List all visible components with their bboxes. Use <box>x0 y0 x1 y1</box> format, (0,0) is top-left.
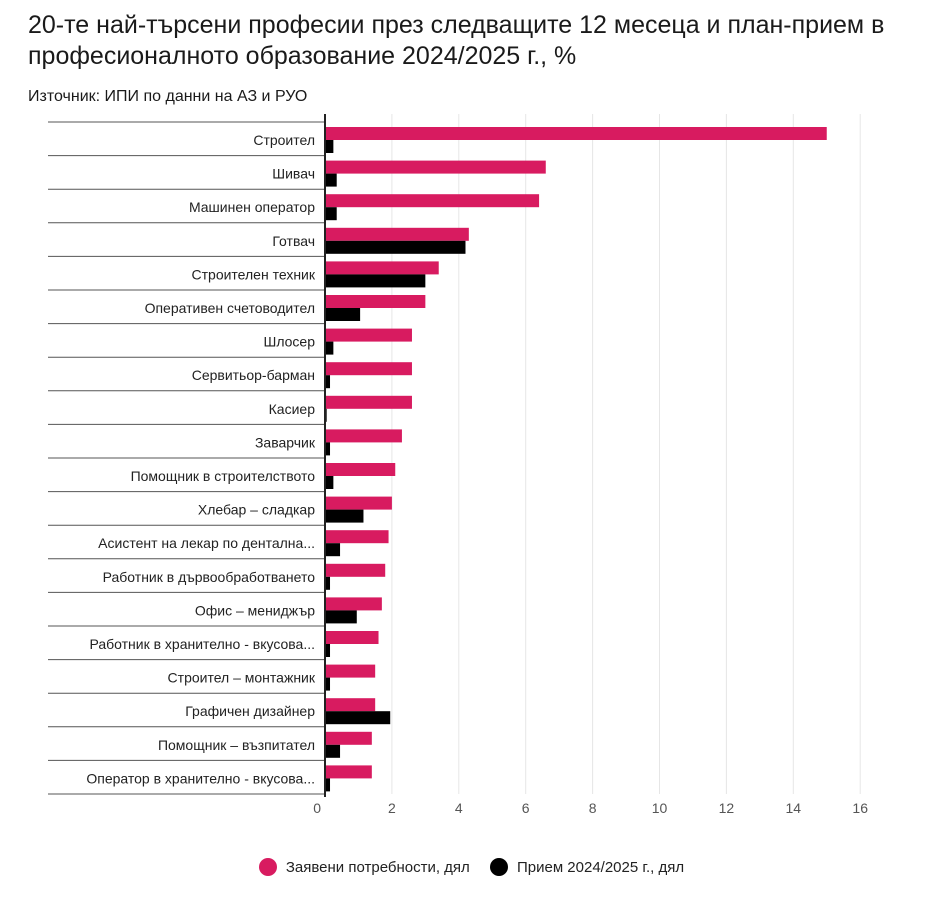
category-label: Хлебар – сладкар <box>198 502 315 518</box>
chart-source: Източник: ИПИ по данни на АЗ и РУО <box>28 88 308 105</box>
x-tick-label: 14 <box>786 800 802 816</box>
x-tick-label: 4 <box>455 800 463 816</box>
bar-demand <box>325 362 412 376</box>
bar-demand <box>325 160 546 174</box>
bar-demand <box>325 127 827 140</box>
bar-admission <box>325 576 331 590</box>
x-tick-label: 10 <box>652 800 668 816</box>
bar-admission <box>325 140 334 153</box>
bar-demand <box>325 395 412 409</box>
bar-admission <box>325 509 364 523</box>
bar-admission <box>325 207 337 221</box>
bar-admission <box>325 543 341 557</box>
bar-admission <box>325 173 337 187</box>
category-label: Заварчик <box>255 434 316 450</box>
category-label: Асистент на лекар по дентална... <box>98 535 315 551</box>
bar-admission <box>325 644 331 657</box>
bar-admission <box>325 308 361 321</box>
legend-item-admission[interactable]: Прием 2024/2025 г., дял <box>489 858 685 876</box>
category-label: Оперативен счетоводител <box>145 300 315 316</box>
legend-item-demand[interactable]: Заявени потребности, дял <box>258 858 470 876</box>
bar-demand <box>325 563 386 577</box>
bar-demand <box>325 261 439 275</box>
category-label: Помощник – възпитател <box>158 737 315 753</box>
bar-admission <box>325 240 466 254</box>
category-label: Помощник в строителството <box>131 468 316 484</box>
category-label: Оператор в хранително - вкусова... <box>86 770 315 786</box>
chart-title: 20-те най-търсени професии през следващи… <box>28 11 885 70</box>
bar-demand <box>325 429 402 443</box>
bar-demand <box>325 631 379 644</box>
bar-demand <box>325 765 372 779</box>
bar-demand <box>325 664 376 678</box>
category-label: Строителен техник <box>192 266 316 282</box>
category-label: Офис – мениджър <box>195 602 315 618</box>
legend-marker-demand <box>258 858 277 876</box>
x-tick-label: 12 <box>719 800 735 816</box>
x-tick-label: 0 <box>313 800 321 816</box>
x-tick-label: 6 <box>522 800 530 816</box>
bar-chart: 0 2 4 6 8 10 12 14 16 Строител Шивач Машинен операт… <box>48 114 868 816</box>
bar-demand <box>325 328 412 342</box>
x-tick-label: 16 <box>852 800 868 816</box>
bar-demand <box>325 530 389 544</box>
bar-admission <box>325 442 331 456</box>
bar-demand <box>325 194 540 208</box>
bar-demand <box>325 463 396 476</box>
legend-marker-admission <box>489 858 508 876</box>
chart-legend: Заявени потребности, дял Прием 2024/2025… <box>0 858 943 880</box>
category-label: Касиер <box>269 401 316 417</box>
bar-admission <box>325 711 391 725</box>
category-label: Работник в хранително - вкусова... <box>89 636 315 652</box>
category-label: Готвач <box>272 233 315 249</box>
bar-demand <box>325 597 382 611</box>
bar-admission <box>325 476 334 489</box>
bar-admission <box>325 610 357 624</box>
bar-demand <box>325 698 376 712</box>
category-label: Графичен дизайнер <box>185 703 315 719</box>
category-label: Строител <box>253 132 315 148</box>
bar-demand <box>325 295 426 308</box>
category-label: Шлосер <box>263 334 315 350</box>
bar-admission <box>325 375 331 389</box>
category-label: Машинен оператор <box>189 199 315 215</box>
category-label: Строител – монтажник <box>168 670 316 686</box>
legend-label-demand: Заявени потребности, дял <box>285 858 470 876</box>
bar-demand <box>325 731 372 745</box>
bar-admission <box>325 778 331 792</box>
bar-admission <box>325 274 426 288</box>
category-label: Сервитьор-барман <box>192 367 315 383</box>
x-tick-label: 2 <box>388 800 396 816</box>
bar-admission <box>325 341 334 355</box>
legend-label-admission: Прием 2024/2025 г., дял <box>516 858 685 876</box>
category-label: Шивач <box>272 166 315 182</box>
bar-admission <box>325 677 331 691</box>
bar-demand <box>325 496 392 510</box>
bar-admission <box>325 744 341 758</box>
category-label: Работник в дървообработването <box>103 569 316 585</box>
x-tick-label: 8 <box>589 800 597 816</box>
bar-demand <box>325 227 469 241</box>
